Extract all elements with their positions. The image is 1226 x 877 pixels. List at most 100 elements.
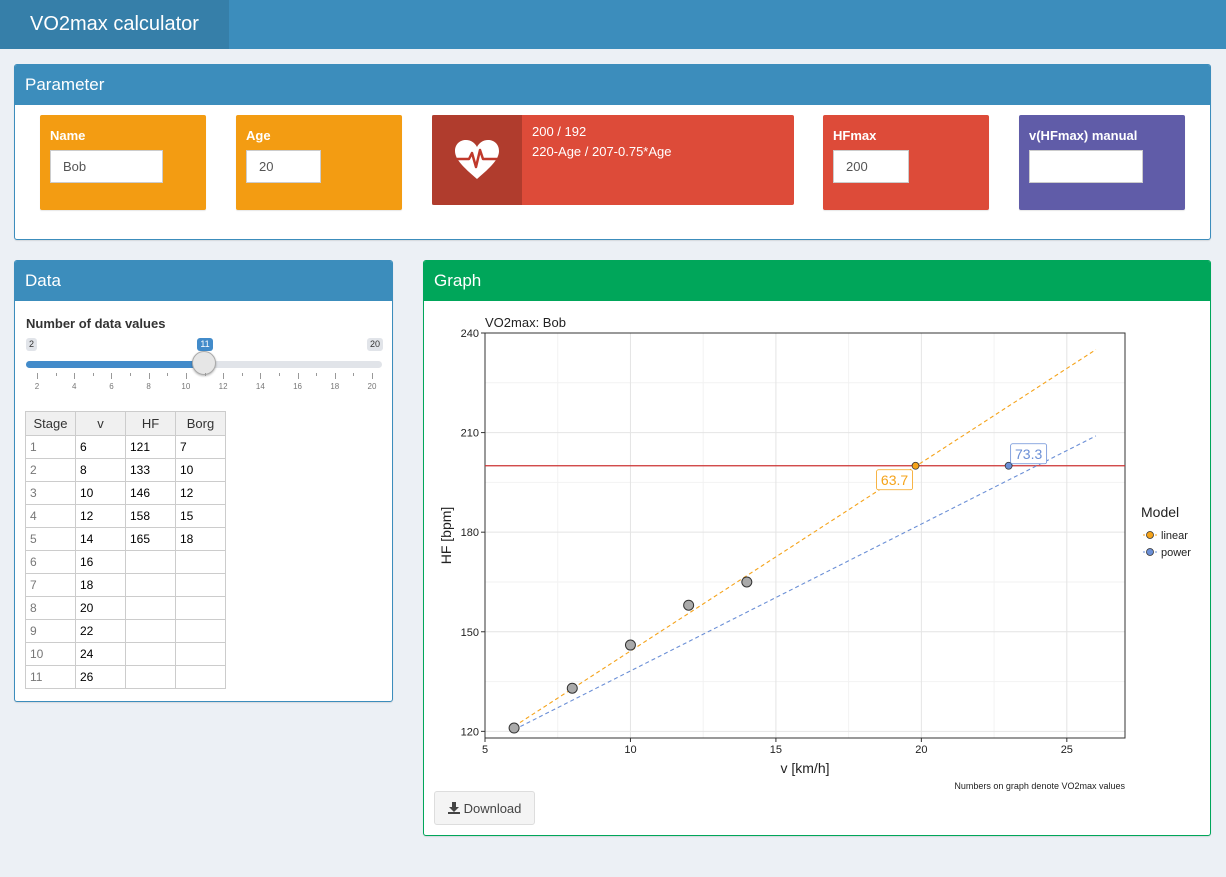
table-cell[interactable] xyxy=(125,665,176,689)
table-cell[interactable] xyxy=(125,550,176,574)
hfmax-input[interactable] xyxy=(833,150,909,183)
slider-tick xyxy=(148,373,150,379)
table-cell[interactable]: 10 xyxy=(75,481,126,505)
table-cell[interactable]: 20 xyxy=(75,596,126,620)
table-stage-cell: 3 xyxy=(25,481,76,505)
table-cell[interactable]: 8 xyxy=(75,458,126,482)
table-stage-cell: 9 xyxy=(25,619,76,643)
y-axis-label: HF [bpm] xyxy=(438,507,454,565)
table-cell[interactable]: 14 xyxy=(75,527,126,551)
parameter-box: Parameter Name Age 200 / 192 220-Age / 2… xyxy=(14,64,1211,240)
y-tick-label: 180 xyxy=(461,527,479,539)
x-tick-label: 25 xyxy=(1061,744,1073,756)
y-tick-label: 120 xyxy=(461,726,479,738)
table-cell[interactable]: 165 xyxy=(125,527,176,551)
parameter-box-title: Parameter xyxy=(15,65,1210,105)
slider-tick-label: 4 xyxy=(71,382,77,391)
vhfmax-label: v(HFmax) manual xyxy=(1029,128,1138,143)
slider-tick xyxy=(74,373,76,379)
slider-fill xyxy=(26,361,204,368)
table-cell[interactable]: 18 xyxy=(75,573,126,597)
slider-tick xyxy=(372,373,373,379)
slider-value-label: 11 xyxy=(197,338,213,351)
table-cell[interactable] xyxy=(125,573,176,597)
table-cell[interactable] xyxy=(175,596,226,620)
data-point xyxy=(741,576,753,588)
table-cell[interactable]: 24 xyxy=(75,642,126,666)
hfmax-card: HFmax xyxy=(823,115,989,210)
graph-box: Graph 5 10 15 20 25 120 150 180 210 240 63.7 73.3 VO… xyxy=(423,260,1211,836)
table-cell[interactable]: 121 xyxy=(125,435,176,459)
table-header-cell[interactable]: Borg xyxy=(175,411,226,436)
data-point xyxy=(624,639,636,651)
table-cell[interactable]: 146 xyxy=(125,481,176,505)
slider-tick-label: 18 xyxy=(330,382,340,391)
table-header-cell[interactable]: HF xyxy=(125,411,176,436)
name-input[interactable] xyxy=(50,150,163,183)
slider-tick xyxy=(278,373,280,376)
slider-tick xyxy=(241,373,243,376)
legend-title: Model xyxy=(1141,504,1179,520)
plot-border xyxy=(484,332,1126,739)
data-table: Stage v HF Borg 1 6 121 7 2 8 133 10 3 10 146 12 4 12 158… xyxy=(25,411,226,689)
table-header-cell[interactable]: v xyxy=(75,411,126,436)
slider-tick-label: 12 xyxy=(218,382,228,391)
table-cell[interactable] xyxy=(175,550,226,574)
table-cell[interactable]: 16 xyxy=(75,550,126,574)
table-cell[interactable]: 18 xyxy=(175,527,226,551)
x-tick-label: 10 xyxy=(624,744,636,756)
table-cell[interactable]: 12 xyxy=(75,504,126,528)
table-row: 3 10 146 12 xyxy=(25,481,226,505)
slider-tick-label: 20 xyxy=(367,382,377,391)
download-icon xyxy=(447,802,460,814)
slider-tick xyxy=(92,373,94,376)
intersection-point-power xyxy=(1004,461,1013,470)
table-cell[interactable] xyxy=(175,573,226,597)
slider-tick-label: 6 xyxy=(109,382,114,391)
table-cell[interactable]: 12 xyxy=(175,481,226,505)
data-point xyxy=(566,682,578,694)
slider-tick xyxy=(353,373,355,376)
data-box-title: Data xyxy=(15,261,392,301)
slider-min-label: 2 xyxy=(26,338,38,351)
table-cell[interactable]: 26 xyxy=(75,665,126,689)
vhfmax-card: v(HFmax) manual xyxy=(1019,115,1185,210)
table-cell[interactable]: 7 xyxy=(175,435,226,459)
slider-tick xyxy=(297,373,299,379)
table-cell[interactable] xyxy=(125,596,176,620)
table-cell[interactable]: 15 xyxy=(175,504,226,528)
data-point xyxy=(683,599,695,611)
vhfmax-input[interactable] xyxy=(1029,150,1143,183)
age-input[interactable] xyxy=(246,150,321,183)
download-button[interactable]: Download xyxy=(434,791,535,825)
slider-tick-label: 14 xyxy=(255,382,265,391)
x-tick-label: 20 xyxy=(915,744,927,756)
table-header-cell[interactable]: Stage xyxy=(25,411,76,436)
table-cell[interactable] xyxy=(175,619,226,643)
chart-caption: Numbers on graph denote VO2max values xyxy=(954,781,1125,791)
table-cell[interactable] xyxy=(125,642,176,666)
age-card: Age xyxy=(236,115,402,210)
slider-tick xyxy=(316,373,318,376)
table-cell[interactable]: 133 xyxy=(125,458,176,482)
table-row: 1 6 121 7 xyxy=(25,435,226,459)
table-cell[interactable]: 10 xyxy=(175,458,226,482)
table-row: 6 16 xyxy=(25,550,226,574)
table-cell[interactable]: 6 xyxy=(75,435,126,459)
heart-pulse-icon xyxy=(432,115,522,205)
legend-key-power xyxy=(1146,548,1154,556)
table-cell[interactable]: 22 xyxy=(75,619,126,643)
legend-label-linear: linear xyxy=(1161,530,1188,542)
table-stage-cell: 11 xyxy=(25,665,76,689)
table-row: 7 18 xyxy=(25,573,226,597)
y-tick-label: 240 xyxy=(461,328,479,340)
vo2max-label-linear: 63.7 xyxy=(881,472,908,488)
slider-handle[interactable] xyxy=(192,351,216,375)
table-cell[interactable] xyxy=(175,642,226,666)
table-cell[interactable] xyxy=(125,619,176,643)
table-stage-cell: 8 xyxy=(25,596,76,620)
table-cell[interactable]: 158 xyxy=(125,504,176,528)
table-cell[interactable] xyxy=(175,665,226,689)
vo2max-label-box-linear xyxy=(876,469,913,491)
